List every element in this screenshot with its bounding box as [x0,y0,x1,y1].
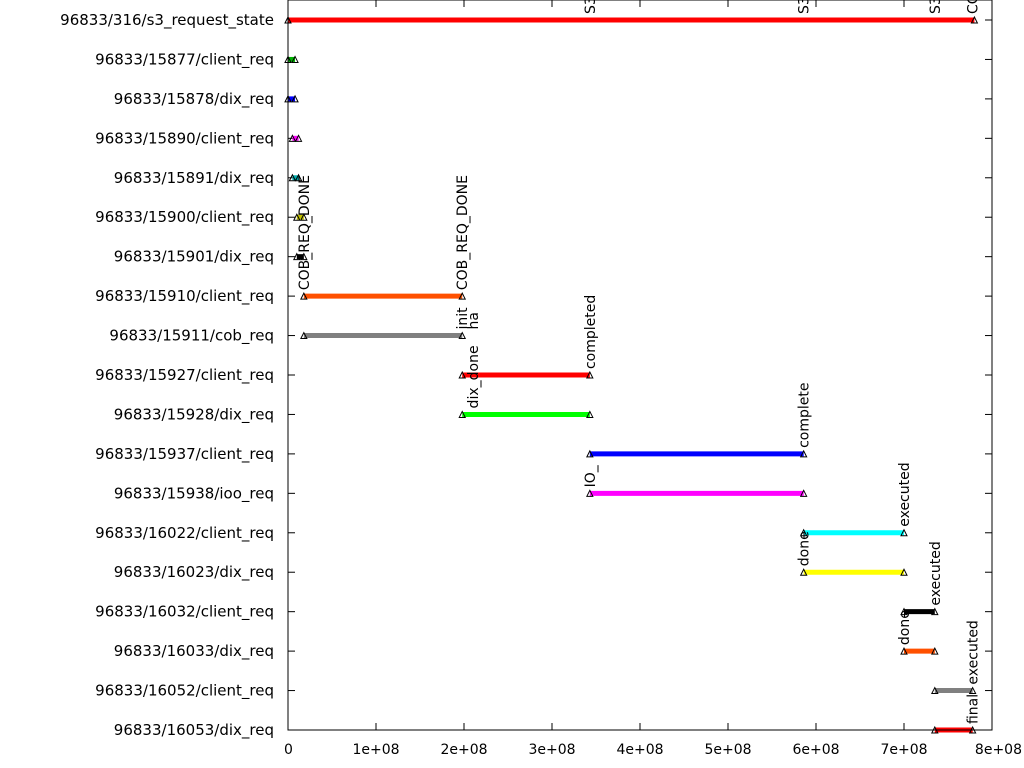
y-axis-labels: 96833/316/s3_request_state 96833/15877/cl… [60,11,274,740]
event-annotation: executed [928,541,944,605]
event-annotation: S3 [928,0,944,14]
y-tick-label: 96833/15927/client_req [95,366,274,385]
y-tick-label: 96833/15891/dix_req [114,169,274,188]
x-tick-label: 6e+08 [792,742,839,758]
event-annotation: CO [966,0,982,14]
y-tick-label: 96833/15937/client_req [95,445,274,464]
event-annotation: dix_done [466,345,482,408]
y-tick-label: 96833/16053/dix_req [114,721,274,740]
y-tick-label: 96833/15910/client_req [95,287,274,306]
event-annotation: completed [583,295,599,369]
y-tick-label: 96833/15900/client_req [95,208,274,227]
x-tick-label: 0 [284,742,293,758]
y-tick-label: 96833/15938/ioo_req [114,484,274,503]
y-tick-label: 96833/16023/dix_req [114,563,274,582]
event-annotation: complete [797,382,813,447]
y-tick-label: 96833/316/s3_request_state [60,11,274,30]
y-tick-label: 96833/15877/client_req [95,50,274,69]
plot-frame [288,0,992,730]
y-tick-label: 96833/15928/dix_req [114,405,274,424]
event-annotation: COB_REQ_DONE [297,175,313,290]
x-tick-label: 8e+08 [975,742,1022,758]
event-annotation: ha [466,312,482,329]
event-annotation: COB_REQ_DONE [455,175,471,290]
x-axis-labels: 0 1e+08 2e+08 3e+08 4e+08 5e+08 6e+08 7e+08 8e+0… [284,742,1022,758]
event-annotation: IO_ [583,464,599,487]
x-tick-label: 7e+08 [880,742,927,758]
x-tick-label: 4e+08 [616,742,663,758]
event-annotation: done [897,610,913,645]
event-annotation: S3 [797,0,813,14]
y-tick-label: 96833/16032/client_req [95,603,274,622]
y-tick-label: 96833/16033/dix_req [114,642,274,661]
event-annotation: executed [897,462,913,526]
event-annotation: executed [966,620,982,684]
x-tick-label: 5e+08 [704,742,751,758]
y-tick-label: 96833/15911/cob_req [109,327,274,346]
x-tick-label: 2e+08 [440,742,487,758]
event-annotation: S3 [583,0,599,14]
y-tick-label: 96833/15890/client_req [95,129,274,148]
y-tick-label: 96833/16022/client_req [95,524,274,543]
tick-marks [288,0,992,730]
event-annotation: final [966,694,982,724]
x-tick-label: 3e+08 [528,742,575,758]
y-tick-label: 96833/15878/dix_req [114,90,274,109]
y-tick-label: 96833/16052/client_req [95,682,274,701]
event-annotation: done [797,531,813,566]
bars [285,17,977,733]
x-tick-label: 1e+08 [352,742,399,758]
y-tick-label: 96833/15901/dix_req [114,248,274,267]
